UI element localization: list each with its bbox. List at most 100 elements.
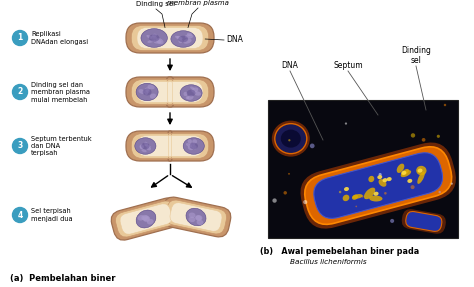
FancyBboxPatch shape: [120, 204, 172, 234]
Circle shape: [437, 135, 440, 138]
Text: (a)  Pembelahan biner: (a) Pembelahan biner: [10, 274, 116, 282]
Ellipse shape: [190, 86, 195, 90]
FancyBboxPatch shape: [111, 198, 181, 240]
Ellipse shape: [144, 216, 150, 222]
Ellipse shape: [369, 196, 383, 201]
Ellipse shape: [192, 139, 197, 144]
Ellipse shape: [281, 130, 301, 148]
Ellipse shape: [343, 195, 349, 201]
FancyBboxPatch shape: [137, 28, 203, 49]
Ellipse shape: [144, 87, 150, 92]
Text: 2: 2: [18, 88, 23, 96]
Circle shape: [422, 138, 426, 142]
Ellipse shape: [197, 220, 203, 225]
Text: (b)   Awal pemebelahan biner pada: (b) Awal pemebelahan biner pada: [260, 247, 419, 257]
Ellipse shape: [146, 89, 150, 93]
Ellipse shape: [418, 168, 422, 173]
Circle shape: [12, 208, 27, 222]
Circle shape: [288, 173, 290, 175]
Ellipse shape: [147, 39, 155, 43]
Ellipse shape: [377, 175, 382, 179]
FancyBboxPatch shape: [116, 201, 176, 237]
Ellipse shape: [149, 34, 159, 42]
Ellipse shape: [397, 164, 404, 173]
FancyBboxPatch shape: [131, 26, 209, 51]
Ellipse shape: [141, 143, 150, 149]
Text: Septum: Septum: [333, 61, 363, 70]
Ellipse shape: [141, 149, 146, 152]
Ellipse shape: [192, 145, 197, 150]
Ellipse shape: [147, 85, 155, 89]
Ellipse shape: [179, 39, 182, 43]
Circle shape: [438, 191, 441, 193]
Ellipse shape: [136, 210, 156, 228]
Ellipse shape: [136, 83, 158, 101]
FancyBboxPatch shape: [168, 133, 172, 159]
Circle shape: [303, 200, 307, 204]
Ellipse shape: [190, 143, 198, 149]
Text: Bacillus licheniformis: Bacillus licheniformis: [290, 259, 366, 265]
Ellipse shape: [178, 36, 188, 42]
Ellipse shape: [364, 188, 375, 199]
Ellipse shape: [407, 179, 412, 183]
Circle shape: [411, 133, 415, 137]
FancyBboxPatch shape: [126, 77, 214, 107]
Ellipse shape: [188, 139, 192, 144]
Circle shape: [283, 191, 287, 195]
Ellipse shape: [156, 38, 164, 44]
Ellipse shape: [186, 143, 192, 147]
Ellipse shape: [379, 179, 386, 187]
Text: Sel terpisah
menjadi dua: Sel terpisah menjadi dua: [31, 208, 73, 222]
Ellipse shape: [188, 146, 193, 150]
Ellipse shape: [368, 176, 374, 182]
Text: 4: 4: [18, 210, 23, 220]
Text: membran plasma: membran plasma: [167, 0, 229, 6]
FancyBboxPatch shape: [161, 197, 231, 237]
Ellipse shape: [187, 95, 193, 100]
Ellipse shape: [143, 88, 152, 96]
Circle shape: [288, 139, 291, 141]
Circle shape: [12, 30, 27, 46]
FancyBboxPatch shape: [131, 133, 209, 159]
Ellipse shape: [417, 172, 425, 184]
Ellipse shape: [171, 31, 195, 47]
Ellipse shape: [183, 138, 204, 154]
Text: DNA: DNA: [282, 61, 299, 70]
FancyBboxPatch shape: [305, 147, 452, 224]
Ellipse shape: [147, 219, 154, 224]
Text: DNA: DNA: [226, 36, 243, 44]
Ellipse shape: [145, 90, 148, 95]
Text: Septum terbentuk
dan DNA
terpisah: Septum terbentuk dan DNA terpisah: [31, 135, 91, 156]
Ellipse shape: [193, 91, 201, 96]
FancyBboxPatch shape: [168, 131, 172, 161]
FancyBboxPatch shape: [170, 203, 222, 231]
Ellipse shape: [401, 171, 406, 175]
FancyBboxPatch shape: [406, 212, 442, 231]
Ellipse shape: [189, 217, 195, 222]
Ellipse shape: [146, 146, 151, 150]
Ellipse shape: [387, 177, 392, 181]
Ellipse shape: [272, 121, 310, 157]
Ellipse shape: [401, 169, 409, 176]
Text: 3: 3: [18, 141, 23, 150]
Ellipse shape: [141, 29, 167, 47]
Ellipse shape: [344, 187, 349, 191]
Bar: [268, 100, 458, 238]
Ellipse shape: [152, 34, 157, 38]
Ellipse shape: [180, 85, 202, 101]
Ellipse shape: [150, 94, 156, 99]
Ellipse shape: [138, 89, 145, 94]
Ellipse shape: [401, 170, 411, 177]
Ellipse shape: [141, 215, 148, 220]
Circle shape: [273, 198, 277, 203]
FancyBboxPatch shape: [137, 82, 203, 102]
Circle shape: [390, 219, 394, 223]
Ellipse shape: [146, 35, 153, 39]
Ellipse shape: [353, 194, 363, 199]
Ellipse shape: [191, 88, 198, 93]
FancyBboxPatch shape: [402, 209, 446, 234]
Circle shape: [379, 173, 382, 176]
Ellipse shape: [189, 143, 195, 147]
Ellipse shape: [175, 36, 182, 40]
Ellipse shape: [195, 215, 202, 221]
